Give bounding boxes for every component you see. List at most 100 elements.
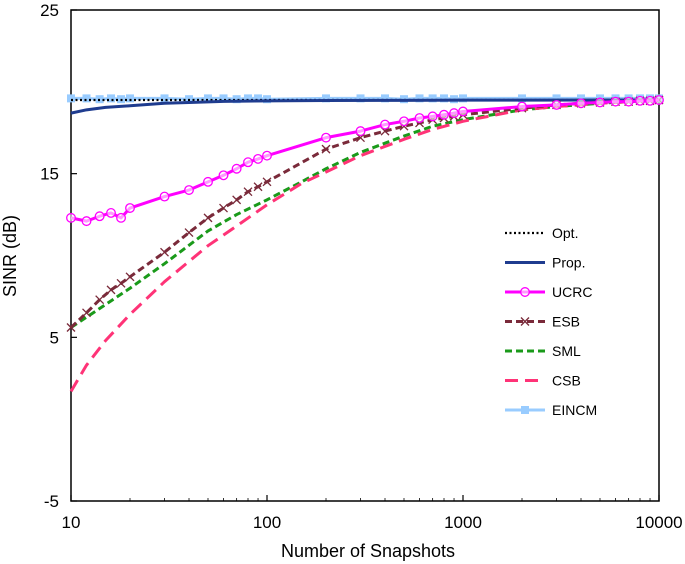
data-point-eincm	[415, 94, 424, 103]
data-point-esb	[106, 285, 116, 295]
data-point-ucrc	[439, 109, 449, 120]
data-point-esb	[82, 308, 91, 318]
data-point-ucrc	[106, 207, 116, 218]
data-point-ucrc	[380, 119, 390, 130]
data-point-ucrc	[116, 212, 126, 223]
data-point-ucrc	[231, 163, 242, 174]
series-line-csb	[69, 98, 660, 393]
data-point-esb	[66, 323, 76, 332]
series-sml	[70, 98, 660, 329]
data-point-esb	[262, 177, 272, 187]
legend-item-csb: CSB	[505, 373, 581, 389]
legend-marker-eincm	[521, 406, 529, 414]
data-point-esb	[95, 295, 105, 305]
data-point-ucrc	[414, 113, 425, 123]
y-tick-label: -5	[44, 492, 59, 511]
data-point-eincm	[219, 94, 228, 103]
data-point-eincm	[356, 94, 365, 103]
data-point-eincm	[107, 94, 116, 103]
legend-item-prop: Prop.	[505, 255, 585, 271]
data-point-eincm	[203, 94, 212, 103]
legend-item-sml: SML	[505, 343, 581, 359]
x-axis-title: Number of Snapshots	[281, 541, 455, 561]
data-point-ucrc	[458, 106, 468, 117]
series-line-sml	[70, 98, 660, 329]
legend-label-prop: Prop.	[552, 255, 585, 271]
data-point-ucrc	[399, 116, 409, 127]
data-point-esb	[253, 182, 263, 192]
data-point-ucrc	[253, 153, 263, 164]
data-point-eincm	[160, 94, 169, 103]
data-point-ucrc	[66, 212, 76, 223]
data-point-ucrc	[427, 111, 438, 122]
data-point-ucrc	[203, 176, 213, 187]
data-point-eincm	[244, 94, 253, 103]
data-point-ucrc	[645, 95, 655, 106]
legend-item-ucrc: UCRC	[505, 284, 592, 300]
data-point-esb	[116, 278, 126, 288]
data-point-esb	[160, 247, 169, 257]
data-point-esb	[243, 187, 253, 197]
legend-label-csb: CSB	[552, 373, 581, 389]
data-point-ucrc	[635, 95, 645, 106]
series-layer	[66, 94, 664, 393]
legend-item-opt: Opt.	[505, 225, 578, 241]
data-point-eincm	[322, 94, 331, 103]
data-point-eincm	[428, 94, 437, 103]
x-axis-ticks: 10 100 1000 10000	[62, 495, 683, 532]
data-point-ucrc	[623, 96, 634, 107]
y-tick-label: 15	[40, 165, 59, 184]
data-point-ucrc	[610, 96, 621, 107]
data-point-ucrc	[184, 185, 194, 195]
data-point-eincm	[381, 94, 390, 103]
series-csb	[69, 98, 660, 393]
legend-label-ucrc: UCRC	[552, 284, 592, 300]
legend-label-esb: ESB	[552, 314, 580, 330]
series-line-prop	[70, 98, 660, 115]
data-point-ucrc	[243, 157, 253, 168]
y-axis-ticks: -5 5 15 25	[40, 1, 77, 511]
data-point-ucrc	[355, 126, 366, 137]
legend-marker-esb	[520, 317, 530, 326]
data-point-ucrc	[262, 150, 272, 161]
y-axis-title: SINR (dB)	[0, 215, 20, 297]
legend-label-eincm: EINCM	[552, 402, 597, 418]
data-point-ucrc	[159, 191, 170, 202]
legend-label-opt: Opt.	[552, 225, 578, 241]
data-point-ucrc	[449, 108, 459, 119]
data-point-ucrc	[595, 97, 605, 108]
y-tick-label: 25	[40, 1, 59, 20]
legend: Opt. Prop. UCRC ESB SML CSB EINCM	[505, 225, 597, 418]
legend-marker-ucrc	[520, 287, 530, 297]
data-point-ucrc	[654, 95, 664, 105]
data-point-eincm	[440, 94, 449, 103]
data-point-eincm	[518, 94, 527, 103]
data-point-eincm	[459, 94, 467, 103]
data-point-esb	[219, 203, 228, 213]
data-point-eincm	[232, 95, 241, 104]
data-point-ucrc	[94, 211, 105, 222]
data-point-ucrc	[218, 170, 229, 181]
data-point-ucrc	[81, 216, 92, 227]
data-point-ucrc	[551, 99, 562, 110]
data-point-esb	[203, 213, 213, 223]
data-point-ucrc	[576, 98, 586, 109]
x-tick-label: 100	[253, 513, 281, 532]
data-point-eincm	[552, 94, 561, 103]
x-tick-label: 10	[62, 513, 81, 532]
data-point-eincm	[126, 94, 135, 103]
data-point-ucrc	[125, 203, 135, 213]
data-point-eincm	[67, 94, 75, 103]
data-point-ucrc	[321, 132, 331, 143]
plot-area	[70, 9, 660, 502]
x-tick-label: 10000	[635, 513, 682, 532]
legend-label-sml: SML	[552, 343, 581, 359]
legend-item-esb: ESB	[505, 314, 580, 330]
legend-item-eincm: EINCM	[505, 402, 597, 418]
data-point-esb	[125, 272, 135, 282]
data-point-esb	[321, 144, 331, 154]
data-point-eincm	[82, 94, 91, 103]
data-point-esb	[184, 228, 194, 238]
data-point-eincm	[263, 95, 271, 104]
